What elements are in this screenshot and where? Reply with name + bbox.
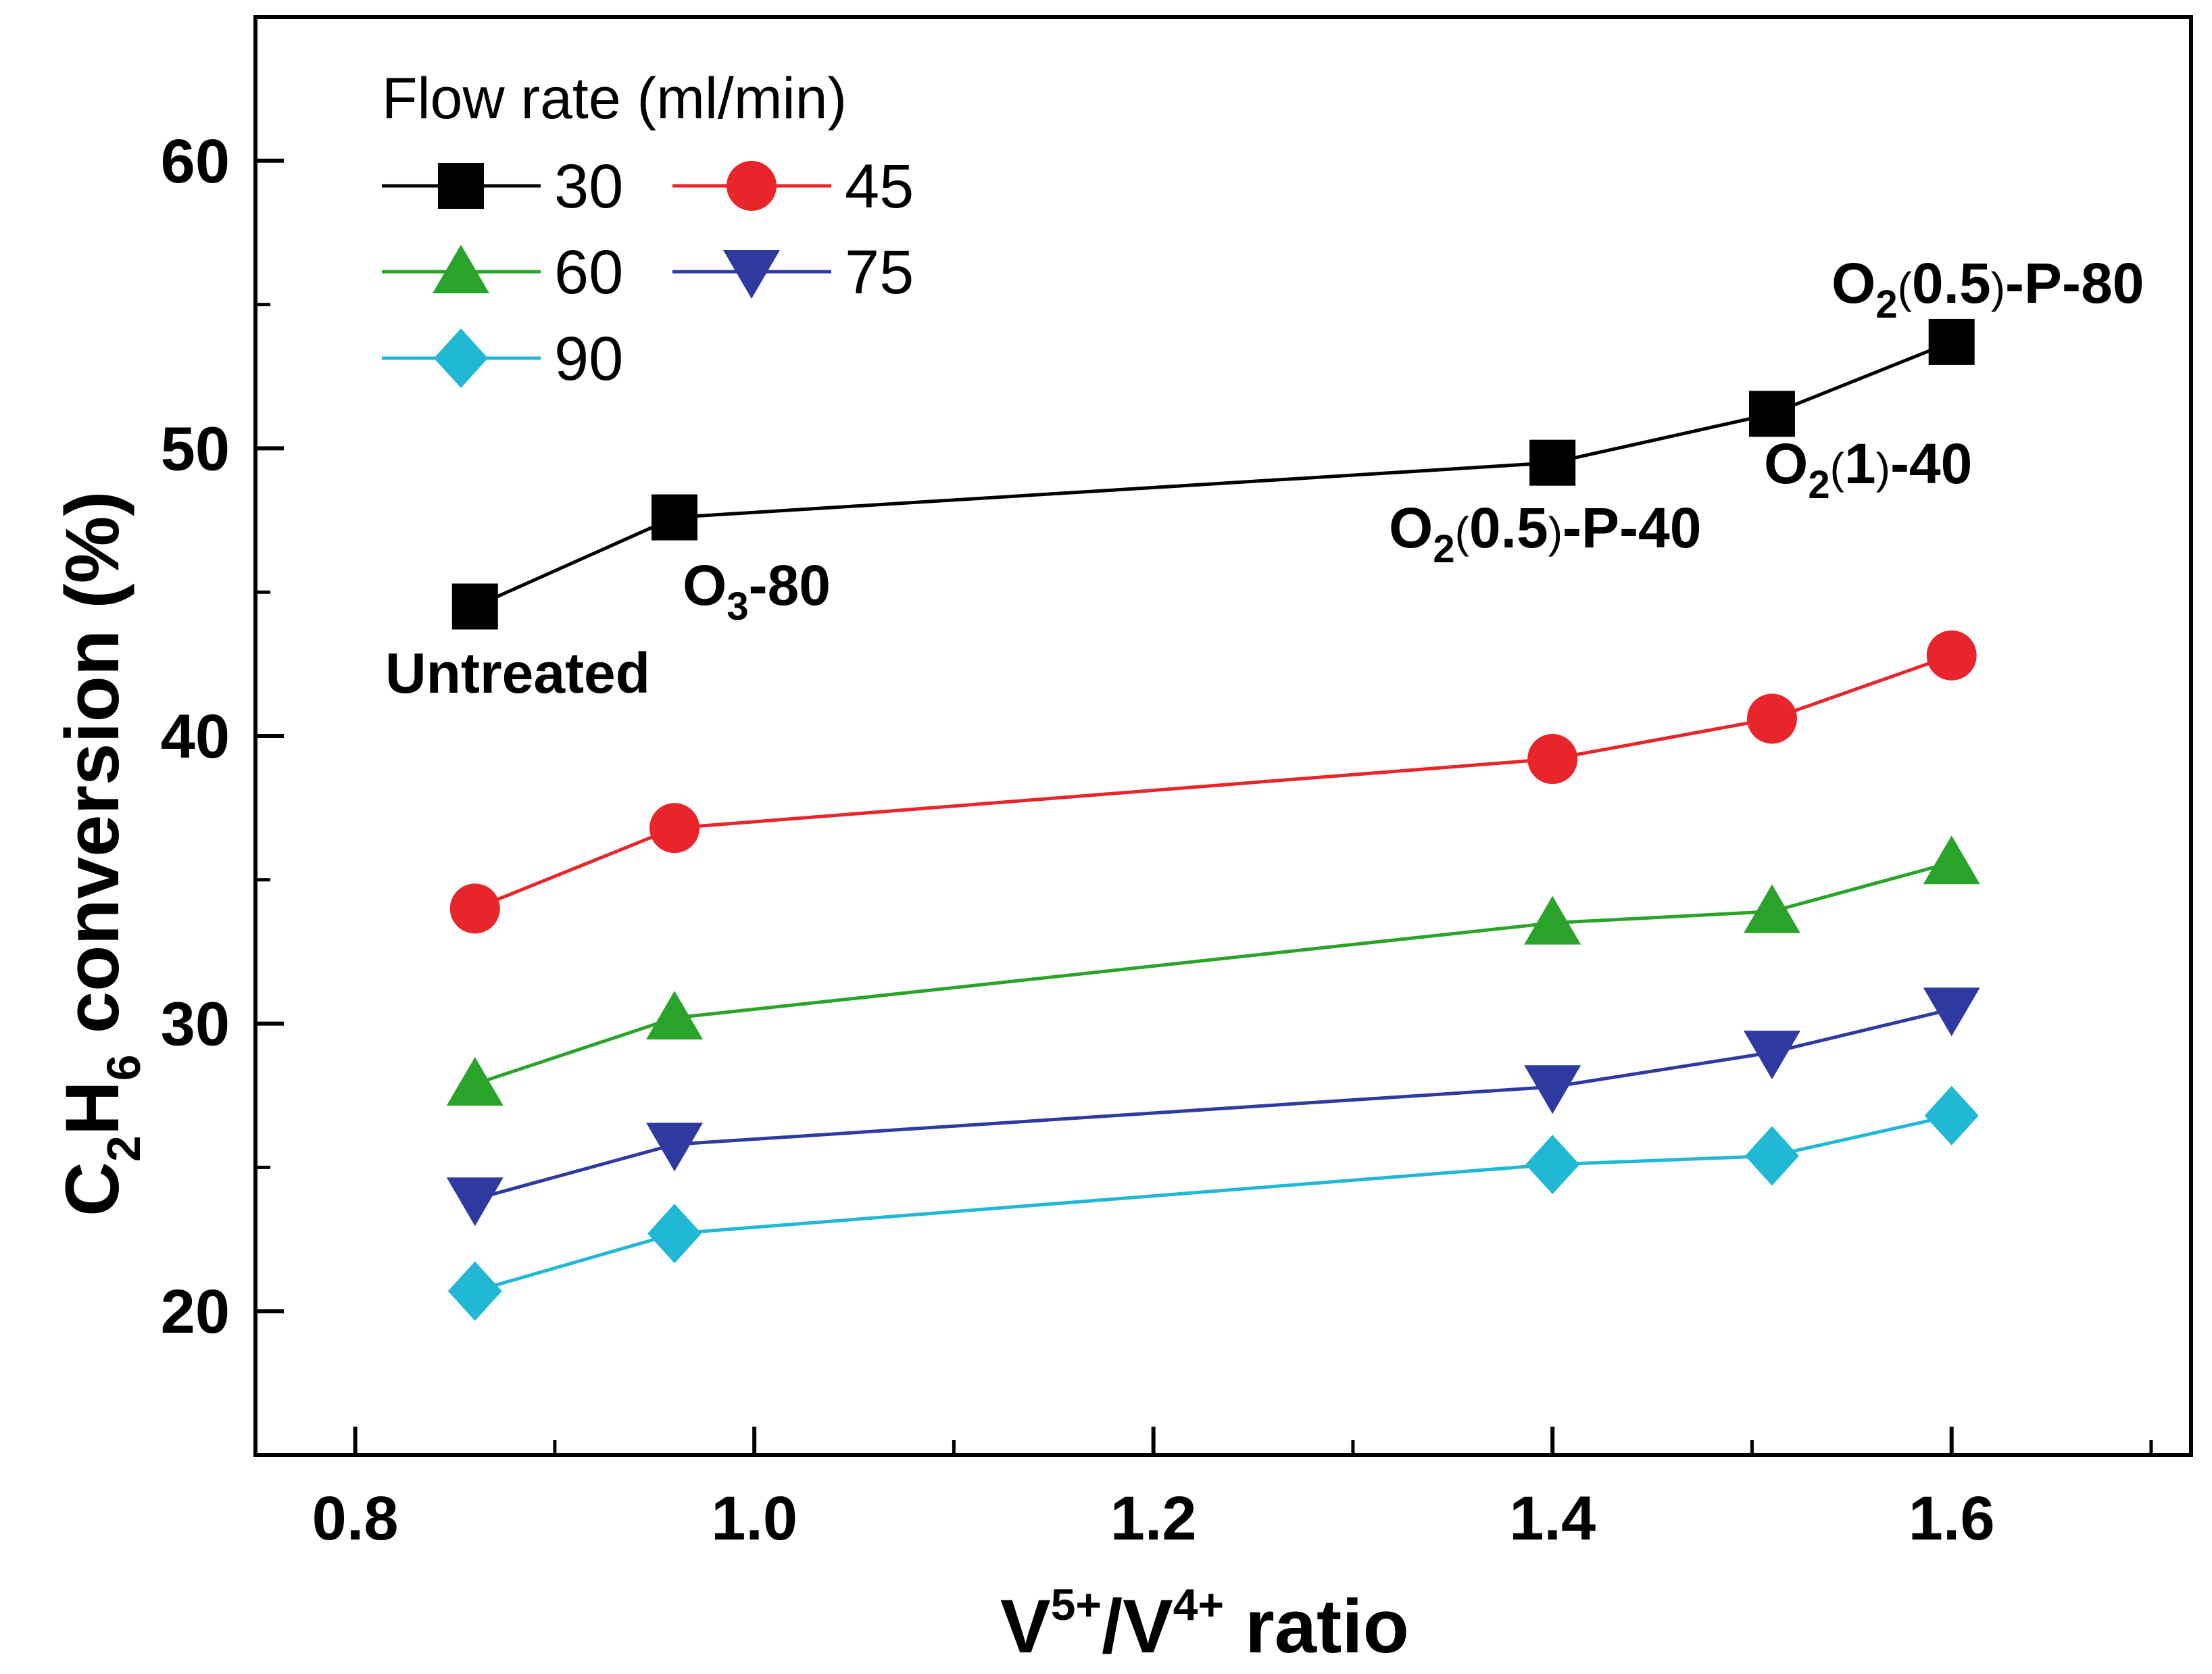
legend-marker (723, 250, 780, 299)
data-point-75 (646, 1123, 704, 1172)
series-line-45 (474, 654, 1952, 910)
legend-entry-45: 45 (672, 152, 914, 221)
legend-label: 30 (554, 152, 623, 221)
legend-marker (434, 328, 488, 388)
y-tick-label: 50 (161, 414, 230, 483)
legend-label: 90 (554, 324, 623, 393)
y-tick-label: 40 (161, 702, 230, 771)
annotations: Untreated O3-80 O2(0.5)-P-40 O2(1)-40 O2… (385, 251, 2144, 705)
annotation-untreated: Untreated (385, 641, 650, 705)
data-point-30 (1529, 439, 1576, 486)
annotation-o2-05-p-40: O2(0.5)-P-40 (1389, 496, 1701, 571)
legend-entry-30: 30 (382, 152, 623, 221)
data-point-90 (647, 1204, 702, 1264)
data-point-45 (649, 803, 700, 854)
data-point-75 (446, 1177, 503, 1227)
data-point-90 (1744, 1126, 1799, 1186)
data-point-45 (1926, 630, 1977, 681)
annotation-o2-1-40: O2(1)-40 (1764, 432, 1972, 507)
series-layer (446, 318, 1980, 1321)
series-75 (446, 987, 1980, 1227)
data-point-90 (1525, 1135, 1580, 1195)
legend-entry-60: 60 (382, 238, 623, 307)
legend-entry-75: 75 (672, 238, 914, 307)
series-90 (447, 1085, 1979, 1321)
legend-title: Flow rate (ml/min) (382, 66, 847, 131)
data-point-60 (1923, 835, 1980, 885)
series-60 (446, 835, 1980, 1106)
series-line-60 (474, 860, 1952, 1086)
data-point-75 (1524, 1065, 1581, 1114)
annotation-o2-05-p-80: O2(0.5)-P-80 (1832, 251, 2144, 326)
data-point-30 (1748, 391, 1795, 437)
data-point-60 (1524, 895, 1581, 945)
x-tick-label: 1.4 (1509, 1484, 1596, 1553)
data-point-30 (652, 494, 698, 541)
data-point-45 (449, 883, 500, 934)
legend-label: 75 (845, 238, 914, 307)
data-point-30 (451, 583, 498, 630)
legend: Flow rate (ml/min) 30 45 60 75 90 (382, 66, 914, 393)
data-point-30 (1928, 318, 1975, 365)
y-tick-label: 20 (161, 1277, 230, 1346)
y-axis-title: C2H6 conversion (%) (50, 491, 150, 1216)
data-point-60 (1743, 884, 1800, 933)
y-tick-label: 60 (161, 127, 230, 196)
x-axis-title: V5+/V4+ ratio (1000, 1579, 1409, 1669)
data-point-45 (1527, 734, 1578, 785)
legend-marker (727, 161, 777, 211)
plot-frame (253, 15, 2193, 1457)
y-tick-label: 30 (161, 990, 230, 1059)
x-tick-label: 1.0 (711, 1484, 797, 1553)
legend-label: 45 (845, 152, 914, 221)
x-tick-label: 1.2 (1110, 1484, 1197, 1553)
data-point-60 (646, 991, 704, 1040)
series-30 (451, 318, 1975, 630)
data-point-45 (1746, 693, 1797, 744)
data-point-75 (1743, 1031, 1800, 1080)
legend-marker (433, 245, 489, 293)
legend-entry-90: 90 (382, 324, 623, 393)
data-point-90 (1924, 1085, 1979, 1146)
legend-label: 60 (554, 238, 623, 307)
data-point-60 (446, 1056, 503, 1106)
legend-marker (438, 163, 484, 209)
data-point-75 (1923, 987, 1980, 1037)
x-tick-label: 0.8 (312, 1484, 399, 1553)
data-point-90 (447, 1261, 502, 1321)
series-45 (449, 630, 1977, 934)
annotation-o3-80: O3-80 (683, 553, 831, 629)
axes: 0.8 1.0 1.2 1.4 1.6 20 30 40 50 60 (161, 15, 2193, 1553)
x-tick-label: 1.6 (1909, 1484, 1995, 1553)
